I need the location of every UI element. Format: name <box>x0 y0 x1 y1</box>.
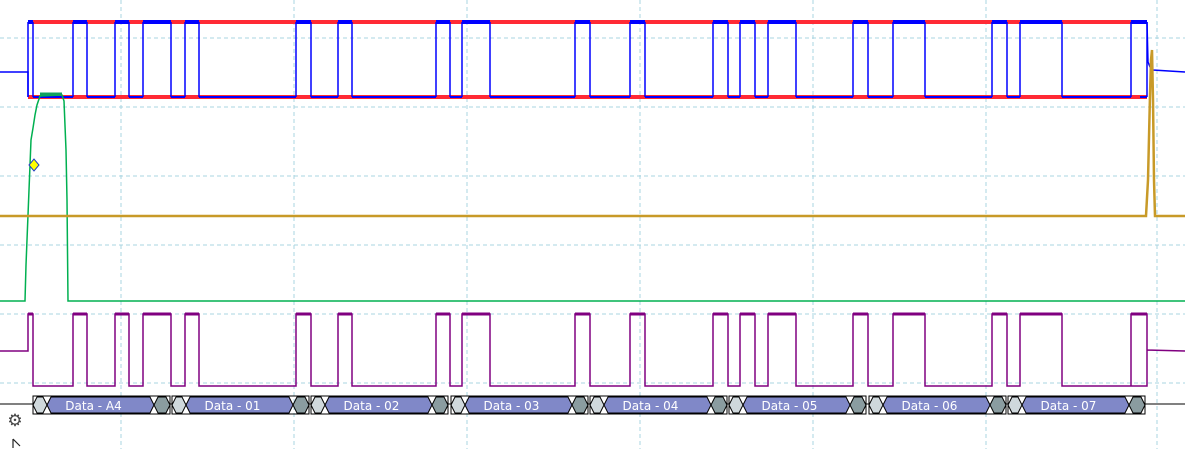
decode-frame-label: Data - 02 <box>344 399 400 413</box>
decode-stop-marker <box>849 396 867 414</box>
bus-edge <box>184 22 200 97</box>
bus-edge <box>114 22 130 97</box>
digital-trace <box>0 312 1185 387</box>
decode-stop-marker <box>292 396 310 414</box>
bus-edge <box>767 22 797 97</box>
protocol-decode-bus: Data - A4 Data - 01 Data - 02 Data - 03 Data… <box>0 395 1185 415</box>
bus-edge <box>461 22 491 97</box>
digital-trace <box>0 313 1185 387</box>
mouse-cursor-icon <box>12 438 21 448</box>
bus-edge <box>892 22 926 97</box>
decode-frame-label: Data - 03 <box>484 399 540 413</box>
bus-edge <box>1130 22 1148 97</box>
bus-trace <box>0 20 1185 99</box>
decode-frame-label: Data - A4 <box>65 399 121 413</box>
bus-edge <box>142 22 172 97</box>
decode-start-marker <box>589 396 605 414</box>
analog-trace-green <box>0 94 1185 302</box>
bus-edge <box>852 22 869 97</box>
bus-edge <box>712 22 729 97</box>
bus-edge <box>739 22 756 97</box>
decode-start-marker <box>450 396 466 414</box>
decode-stop-marker <box>153 396 171 414</box>
bus-edge <box>991 22 1008 97</box>
decode-frame-label: Data - 06 <box>902 399 958 413</box>
bus-edge <box>72 22 88 97</box>
decode-start-marker <box>171 396 187 414</box>
decode-start-marker <box>1007 396 1023 414</box>
decode-stop-marker <box>1128 396 1146 414</box>
decode-start-marker <box>310 396 326 414</box>
diamond-marker-icon <box>28 158 40 172</box>
decode-frame-label: Data - 01 <box>205 399 261 413</box>
decode-frame-label: Data - 07 <box>1041 399 1097 413</box>
decode-start-marker <box>32 396 48 414</box>
decode-stop-marker <box>571 396 589 414</box>
bus-edge <box>295 22 312 97</box>
decode-frame-label: Data - 04 <box>623 399 679 413</box>
bus-edge <box>435 22 451 97</box>
bus-edge <box>337 22 353 97</box>
gear-icon[interactable]: ⚙ <box>7 411 23 431</box>
bus-edge <box>574 22 591 97</box>
bus-edge <box>629 22 646 97</box>
decode-start-marker <box>728 396 744 414</box>
analog-trace-gold <box>0 49 1185 218</box>
decode-stop-marker <box>431 396 449 414</box>
bus-idle-left <box>0 71 29 97</box>
decode-stop-marker <box>710 396 728 414</box>
decode-frame-label: Data - 05 <box>762 399 818 413</box>
decode-start-marker <box>868 396 884 414</box>
decode-stop-marker <box>989 396 1007 414</box>
analog-traces <box>0 49 1185 302</box>
bus-edge <box>1019 22 1063 97</box>
